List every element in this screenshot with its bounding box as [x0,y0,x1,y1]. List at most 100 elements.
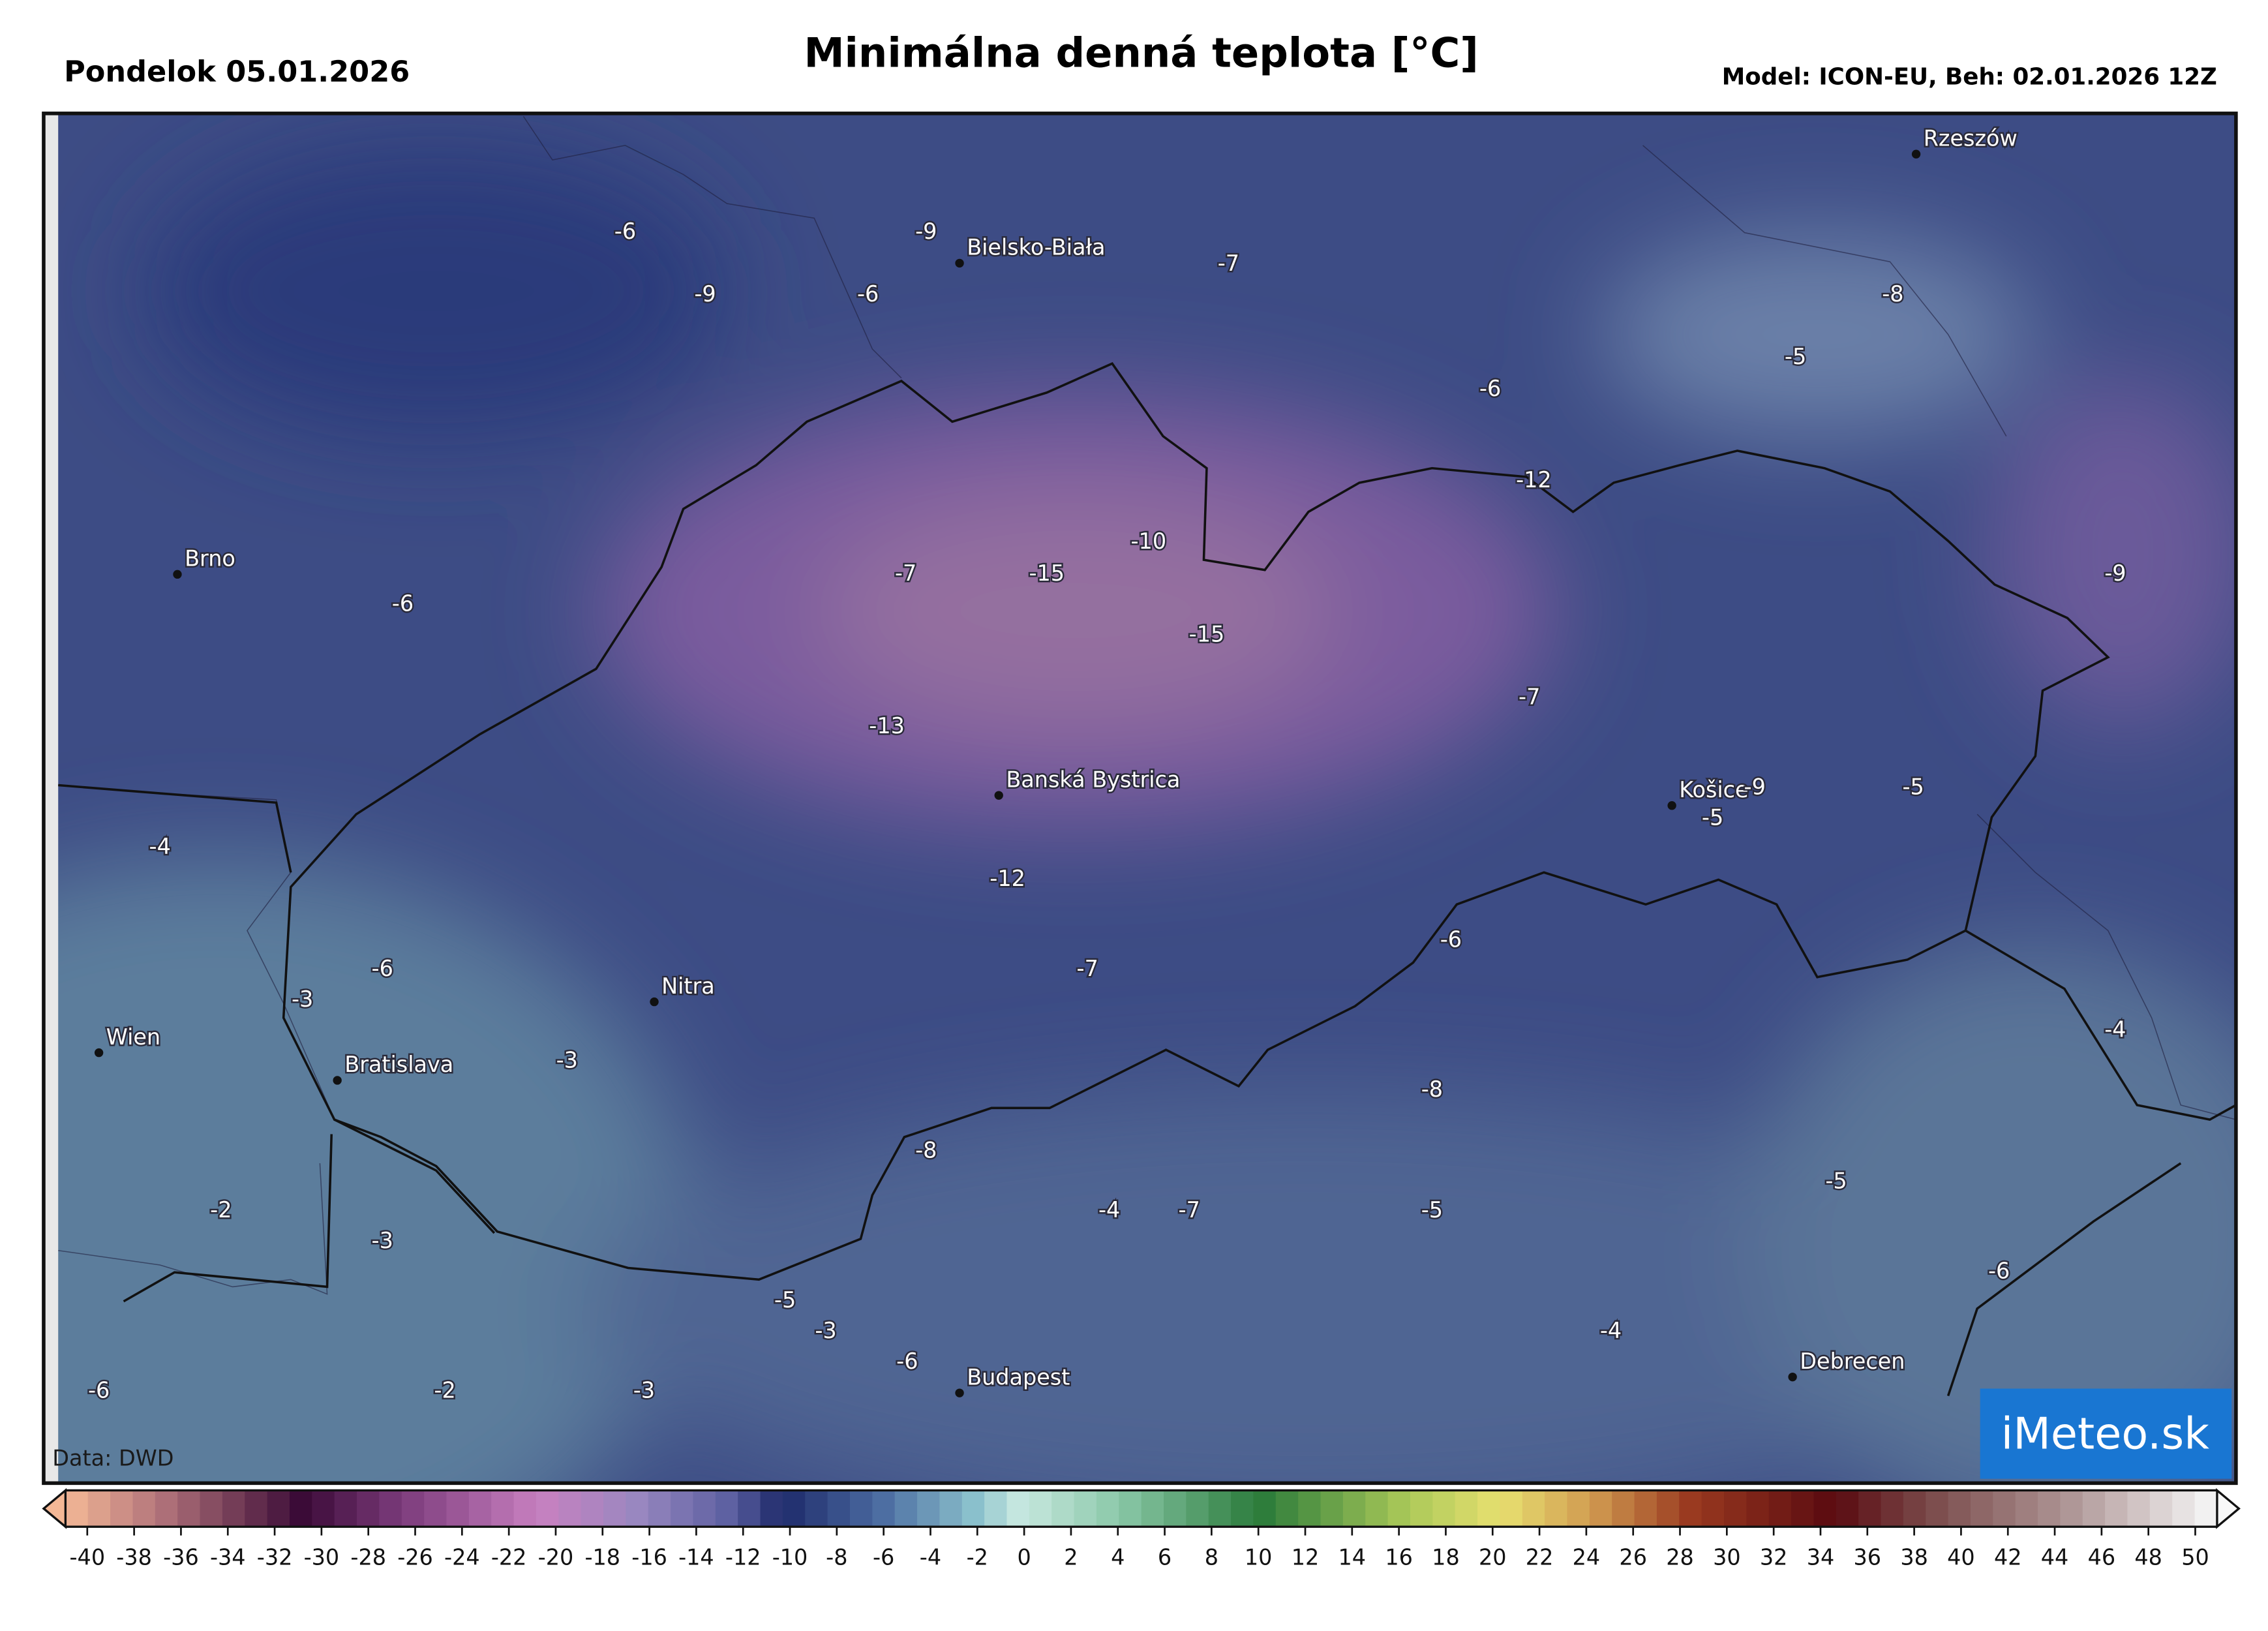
colorbar-cell [1881,1490,1904,1527]
colorbar-tick-label: 8 [1205,1545,1218,1570]
colorbar-tick-label: -28 [350,1545,386,1570]
colorbar-cell [536,1490,560,1527]
colorbar-cell [603,1490,627,1527]
temperature-label: -9 [694,281,716,307]
colorbar-tick-label: 32 [1760,1545,1788,1570]
map-area: Data: DWD iMeteo.sk Rzeszów Bielsko-Biała… [43,113,2236,1484]
temperature-label: -6 [88,1377,110,1403]
colorbar-cell [1813,1490,1837,1527]
temperature-label: -5 [1785,344,1806,369]
colorbar-cell [1253,1490,1277,1527]
colorbar-cell [132,1490,156,1527]
city-label: Wien [106,1024,160,1050]
colorbar-cell [65,1490,89,1527]
colorbar-cell [917,1490,941,1527]
city-dot [1911,149,1921,159]
colorbar-cell [1477,1490,1501,1527]
city-dot [1667,801,1676,810]
colorbar-cell [1164,1490,1187,1527]
city-label: Nitra [661,973,715,999]
temperature-field [43,145,2236,1484]
colorbar-cell [939,1490,963,1527]
colorbar-cell [2060,1490,2083,1527]
colorbar-tick-label: -32 [257,1545,293,1570]
temperature-label: -9 [915,219,937,244]
colorbar-tick-label: -6 [873,1545,894,1570]
temperature-label: -3 [815,1318,836,1343]
colorbar-cell [738,1490,761,1527]
temperature-label: -7 [1519,684,1540,709]
slovakia-border [282,361,2110,1281]
colorbar-cell [424,1490,447,1527]
colorbar-tick-label: -36 [163,1545,199,1570]
city-dot [1788,1372,1797,1382]
city-dot [333,1076,342,1085]
city-label: Bratislava [344,1052,453,1077]
temperature-label: -6 [614,219,636,244]
temperature-label: -7 [1179,1197,1200,1223]
title: Minimálna denná teplota [°C] [804,29,1478,77]
city-label: Košice [1679,777,1748,802]
temperature-label: -15 [1189,621,1225,647]
colorbar-cell [1926,1490,1949,1527]
colorbar-cell [760,1490,783,1527]
colorbar-cell [1522,1490,1546,1527]
colorbar-cell [289,1490,313,1527]
colorbar-cell [1701,1490,1725,1527]
colorbar-cell [1656,1490,1680,1527]
city-label: Brno [185,546,235,572]
colorbar-cell [1634,1490,1657,1527]
colorbar-cell [872,1490,896,1527]
colorbar-cell [446,1490,470,1527]
logo: iMeteo.sk [2001,1409,2210,1459]
colorbar-tick-label: 46 [2088,1545,2116,1570]
colorbar-tick-label: -4 [920,1545,941,1570]
colorbar-tick-label: -2 [967,1545,988,1570]
city-dot [173,570,182,579]
colorbar-arrow-left [42,1487,67,1529]
colorbar-cell [1275,1490,1299,1527]
colorbar-tick-label: 18 [1432,1545,1460,1570]
colorbar-tick-label: 10 [1245,1545,1273,1570]
temperature-label: -6 [1440,927,1462,953]
colorbar-tick-label: -38 [116,1545,152,1570]
colorbar-cell [1074,1490,1097,1527]
colorbar-arrow-right [2216,1487,2241,1529]
colorbar-tick-label: 6 [1158,1545,1172,1570]
colorbar-cell [1141,1490,1164,1527]
colorbar-cell [1051,1490,1075,1527]
colorbar-cell [671,1490,694,1527]
colorbar-cell [1589,1490,1613,1527]
model-info: Model: ICON-EU, Beh: 02.01.2026 12Z [1722,63,2217,90]
colorbar-cell [1365,1490,1389,1527]
colorbar-cell [357,1490,380,1527]
colorbar-tick-label: 30 [1713,1545,1741,1570]
colorbar-cell [401,1490,425,1527]
colorbar-tick-label: -16 [631,1545,667,1570]
colorbar-tick-label: 20 [1479,1545,1507,1570]
colorbar-outline [65,1489,2217,1528]
temperature-label: -5 [1702,804,1723,830]
data-credit: Data: DWD [52,1446,174,1471]
temperature-label: -4 [2104,1017,2126,1043]
temperature-label: -8 [1882,281,1903,307]
temperature-label: -7 [1218,251,1239,276]
colorbar-cell [1006,1490,1030,1527]
city-label: Banská Bystrica [1006,767,1180,792]
colorbar-tick-label: 48 [2134,1545,2162,1570]
colorbar-cell [334,1490,357,1527]
temperature-label: -3 [292,986,313,1012]
colorbar-cell [1231,1490,1254,1527]
temperature-label: -12 [990,866,1025,891]
map-edge [43,113,59,1484]
colorbar-cell [648,1490,671,1527]
colorbar-cell [1948,1490,1971,1527]
colorbar-tick-label: -22 [491,1545,527,1570]
colorbar-tick-label: 12 [1292,1545,1320,1570]
temperature-label: -15 [1029,560,1065,586]
colorbar-cell [1768,1490,1792,1527]
temperature-label: -9 [1744,774,1766,799]
colorbar-tick-label: 38 [1900,1545,1928,1570]
colorbar-cell [110,1490,134,1527]
